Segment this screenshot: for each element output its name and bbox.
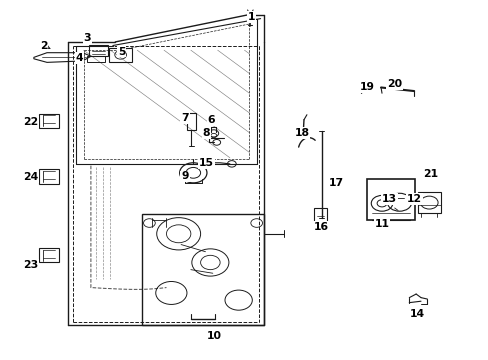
Bar [186, 113, 195, 130]
Text: 24: 24 [23, 172, 39, 182]
Text: 23: 23 [23, 260, 39, 270]
Text: 10: 10 [206, 331, 222, 341]
Bar [366, 179, 414, 220]
Text: 6: 6 [207, 115, 215, 125]
Bar [39, 114, 59, 128]
Bar [313, 208, 327, 225]
Bar [417, 192, 440, 213]
Text: 3: 3 [83, 33, 91, 43]
Bar [109, 48, 132, 62]
Text: 17: 17 [328, 178, 343, 188]
Text: 20: 20 [386, 79, 402, 89]
Text: 14: 14 [409, 310, 424, 319]
Text: 1: 1 [247, 12, 255, 22]
Text: 8: 8 [203, 128, 210, 138]
Bar [89, 45, 108, 56]
Text: 12: 12 [406, 194, 421, 204]
Text: 13: 13 [382, 194, 397, 204]
Text: 9: 9 [181, 171, 188, 181]
Bar [39, 248, 59, 262]
Bar [87, 56, 104, 62]
Text: 5: 5 [118, 46, 125, 57]
Text: 15: 15 [199, 158, 214, 168]
Text: 7: 7 [181, 113, 188, 123]
Text: 11: 11 [374, 219, 389, 229]
Text: 18: 18 [294, 128, 309, 138]
Bar [142, 214, 264, 325]
Text: 19: 19 [359, 82, 374, 93]
Text: 21: 21 [422, 168, 437, 179]
Text: 16: 16 [313, 222, 328, 232]
Text: 4: 4 [76, 53, 83, 63]
Text: 2: 2 [40, 41, 47, 50]
Bar [39, 169, 59, 184]
Text: 22: 22 [23, 117, 39, 127]
